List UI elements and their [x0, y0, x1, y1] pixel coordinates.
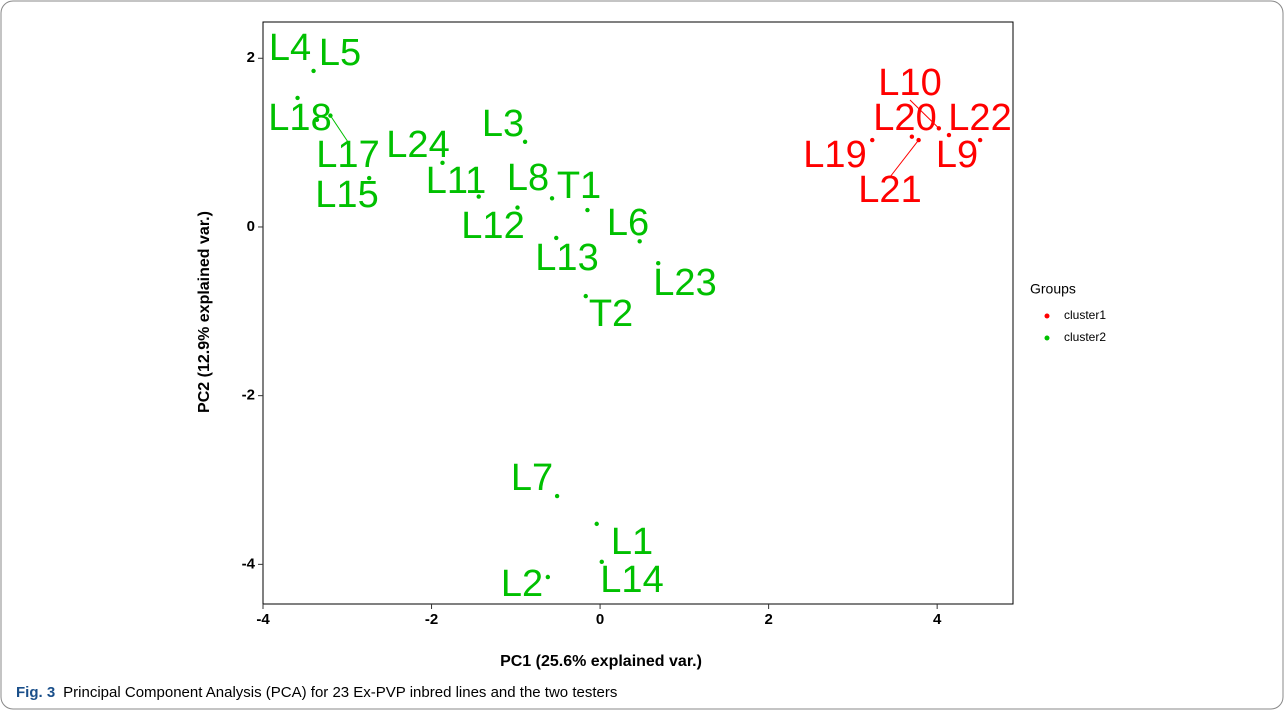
x-axis-title: PC1 (25.6% explained var.) — [500, 653, 702, 670]
point — [366, 175, 372, 181]
point — [311, 68, 316, 74]
point — [909, 134, 915, 139]
y-axis-title: PC2 (12.9% explained var.) — [196, 211, 213, 413]
point-label: L9 — [936, 134, 978, 176]
y-tick-label: 0 — [247, 218, 255, 235]
point-label: L11 — [426, 160, 487, 202]
point — [549, 196, 555, 201]
label-connector — [329, 115, 349, 143]
point-label: L17 — [316, 134, 379, 176]
point — [946, 132, 952, 138]
x-tick-label: 0 — [596, 611, 604, 628]
point — [545, 574, 551, 580]
caption: Fig. 3 Principal Component Analysis (PCA)… — [16, 684, 617, 701]
point-label: T2 — [589, 293, 633, 335]
point-label: L15 — [315, 174, 378, 216]
point — [476, 194, 481, 199]
point-label: L6 — [607, 202, 649, 244]
point-label: L2 — [501, 563, 543, 605]
x-tick-label: 4 — [933, 611, 942, 628]
y-tick-label: 2 — [247, 49, 255, 66]
point-label: L1 — [611, 521, 653, 563]
point-label: L10 — [878, 62, 941, 104]
x-tick-label: 2 — [764, 611, 772, 628]
point — [916, 137, 921, 143]
legend-title: Groups — [1030, 281, 1076, 297]
point-label: L3 — [482, 103, 524, 145]
point-label: L4 — [269, 27, 311, 69]
point — [314, 117, 320, 123]
label-connector — [889, 139, 920, 178]
point — [599, 559, 604, 565]
point — [936, 126, 942, 131]
point — [583, 293, 588, 299]
point-label: L5 — [319, 32, 361, 74]
legend-marker — [1044, 335, 1050, 341]
point — [585, 207, 590, 213]
point — [522, 139, 528, 144]
point-label: L12 — [461, 205, 524, 247]
point-label: L20 — [873, 97, 936, 139]
x-tick-label: -4 — [256, 611, 270, 628]
label-connector — [909, 99, 940, 129]
point-label: L23 — [653, 262, 716, 304]
y-tick-label: -4 — [242, 555, 256, 572]
point — [440, 160, 445, 166]
point-label: L21 — [858, 169, 921, 211]
point — [295, 95, 300, 101]
point-label: L14 — [600, 559, 663, 601]
legend-label: cluster1 — [1064, 308, 1106, 322]
caption-label: Fig. 3 — [16, 684, 55, 701]
point-label: L7 — [511, 457, 553, 499]
point — [515, 205, 520, 210]
point-label: L24 — [386, 124, 449, 166]
point — [637, 239, 642, 244]
plot-panel — [262, 21, 1014, 605]
point — [594, 521, 599, 527]
point — [328, 113, 333, 118]
y-tick-label: -2 — [242, 387, 255, 404]
x-tick-label: -2 — [425, 611, 438, 628]
point-label: L8 — [507, 157, 549, 199]
legend-marker — [1044, 313, 1050, 319]
point — [656, 261, 661, 266]
point — [554, 493, 560, 499]
point — [870, 137, 875, 143]
point-label: L22 — [948, 97, 1011, 139]
point-label: L18 — [268, 97, 331, 139]
point-label: L13 — [535, 237, 598, 279]
point-label: L19 — [803, 134, 866, 176]
point — [977, 137, 983, 143]
point-label: T1 — [557, 165, 601, 207]
point — [554, 235, 559, 241]
caption-text: Principal Component Analysis (PCA) for 2… — [63, 684, 617, 701]
legend-label: cluster2 — [1064, 330, 1106, 344]
